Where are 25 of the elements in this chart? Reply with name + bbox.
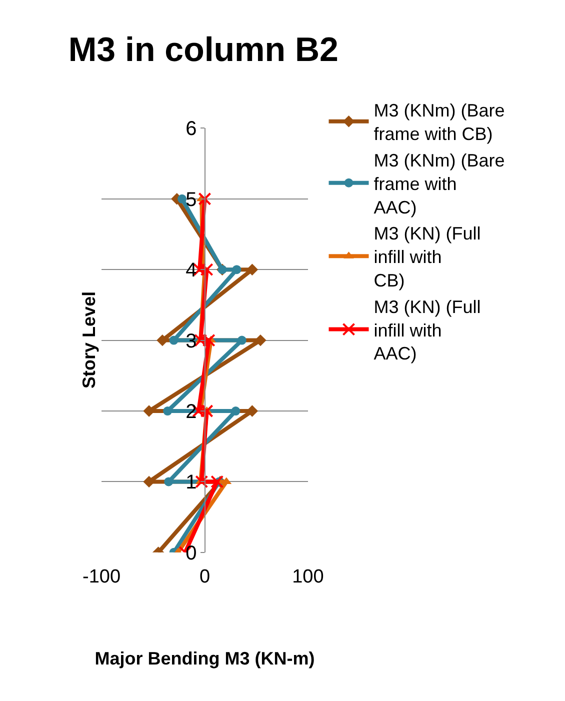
point <box>232 265 242 274</box>
y-tick-label: 5 <box>186 188 197 211</box>
point <box>210 475 224 488</box>
legend-label: M3 (KN) (Full infill with AAC) <box>374 296 481 364</box>
legend-label: M3 (KNm) (Bare frame with AAC) <box>374 150 505 218</box>
y-axis-title: Story Level <box>78 291 99 388</box>
y-tick-label: 2 <box>186 401 197 424</box>
point <box>231 406 240 416</box>
legend-label: M3 (KN) (Full infill with CB) <box>374 224 481 290</box>
point <box>195 475 208 488</box>
point <box>169 336 178 345</box>
legend-label: M3 (KNm) (Bare frame with CB) <box>374 100 505 144</box>
point <box>163 406 172 416</box>
x-tick-label: 0 <box>199 566 210 588</box>
y-tick-label: 0 <box>186 542 197 564</box>
point <box>164 477 174 486</box>
x-tick-label: 100 <box>292 566 324 588</box>
x-tick-label: -100 <box>82 566 121 588</box>
y-tick-label: 4 <box>186 260 197 282</box>
x-axis-title: Major Bending M3 (KN-m) <box>94 648 315 669</box>
chart-title: M3 in column B2 <box>68 30 338 69</box>
point <box>198 192 212 206</box>
y-tick-label: 6 <box>186 118 197 140</box>
point <box>237 336 246 345</box>
point <box>178 194 187 204</box>
